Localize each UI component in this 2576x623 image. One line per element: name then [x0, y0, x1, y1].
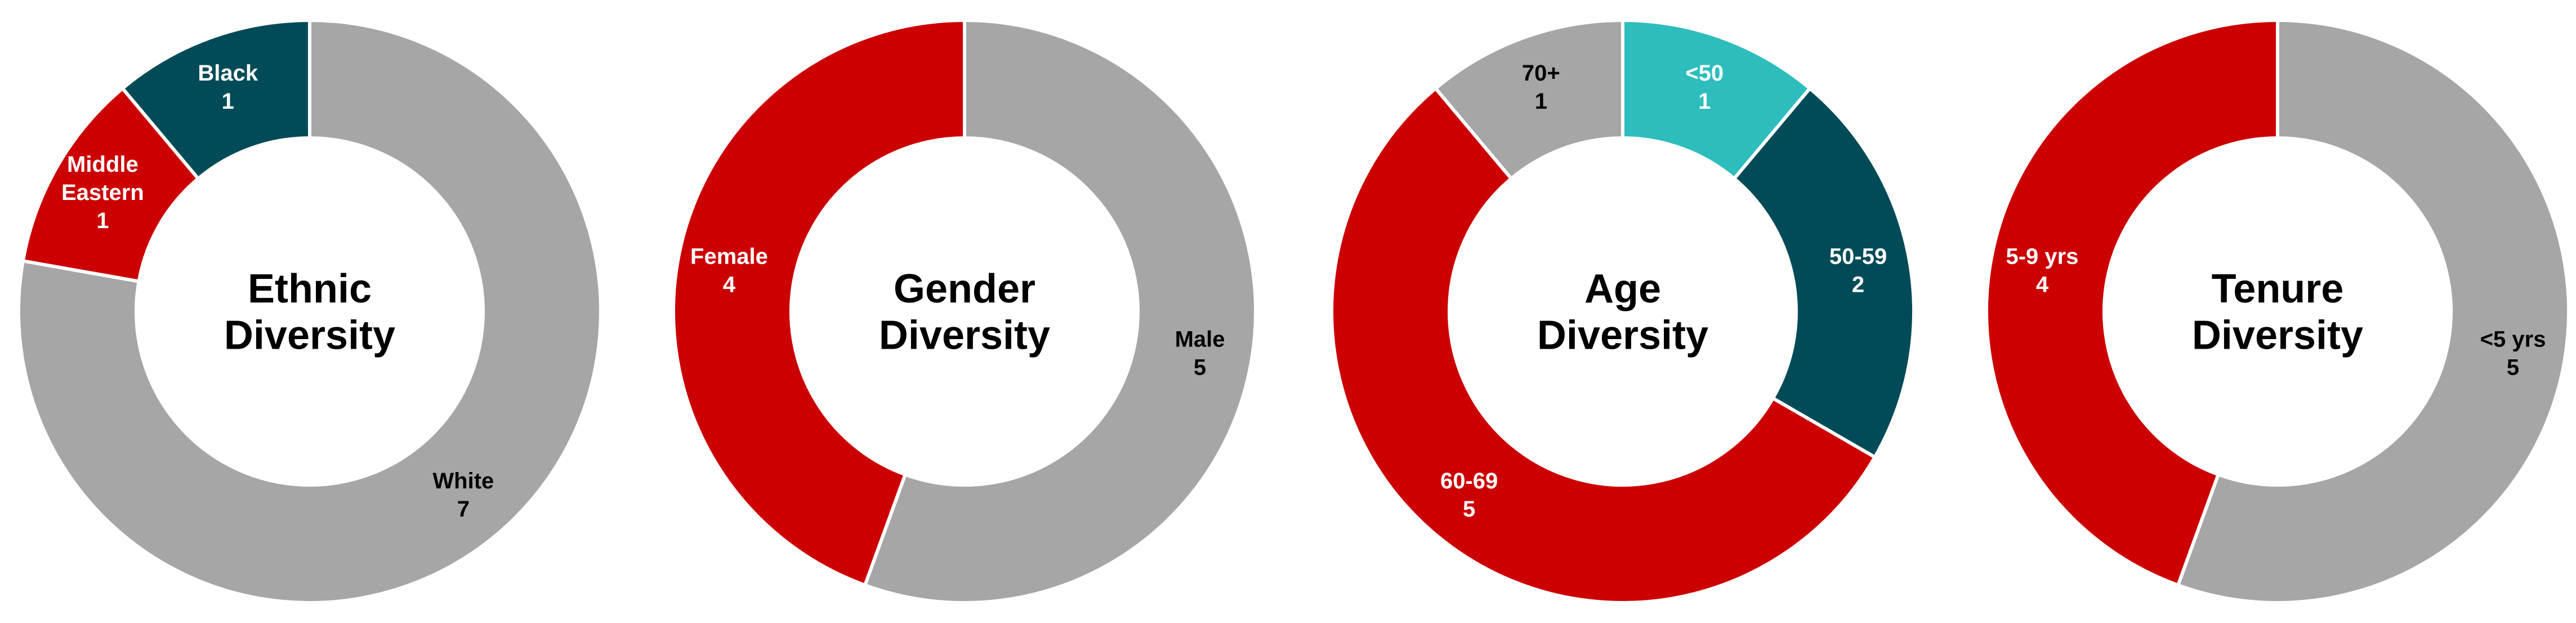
slice-label-name: White: [432, 469, 494, 493]
chart-title-line: Ethnic: [248, 266, 372, 312]
slice-label-name: Black: [198, 61, 258, 86]
chart-title: Tenure Diversity: [2192, 266, 2363, 358]
slice-female: [672, 19, 966, 587]
chart-title-line: Diversity: [2192, 313, 2363, 358]
chart-title-line: Diversity: [224, 313, 395, 358]
donut-chart-gender: Male 5 Female 4 Gender Diversity: [672, 19, 1257, 604]
slice-label-value: 5: [2507, 355, 2519, 380]
slice-70: [1434, 19, 1624, 181]
slice-label-name: <5 yrs: [2480, 327, 2546, 352]
slice-label-5-yrs: <5 yrs 5: [2480, 327, 2546, 380]
slice-label-value: 1: [1535, 89, 1547, 114]
slice-label-name: Eastern: [61, 180, 144, 205]
slice-label-value: 4: [723, 272, 736, 297]
slice-label-name: Middle: [67, 152, 139, 177]
slice-label-value: 5: [1463, 497, 1475, 522]
chart-title-line: Diversity: [1537, 313, 1708, 358]
slice-label-name: Female: [690, 244, 768, 269]
slice-label-name: 60-69: [1440, 469, 1498, 493]
slice-5-yrs: [2176, 19, 2570, 604]
slice-50-59: [1732, 86, 1916, 459]
slice-label-name: 50-59: [1829, 244, 1887, 269]
slice-label-name: 5-9 yrs: [2006, 244, 2078, 269]
slice-label-male: Male 5: [1175, 327, 1225, 380]
slice-label-5-9-yrs: 5-9 yrs 4: [2006, 244, 2078, 297]
donut-chart-tenure: <5 yrs 5 5-9 yrs 4 Tenure Diversity: [1985, 19, 2570, 604]
slice-label-name: Male: [1175, 327, 1225, 352]
slice-label-60-69: 60-69 5: [1440, 469, 1498, 522]
donut-chart-ethnic: White 7 Middle Eastern 1 Black 1 Ethnic Diversit…: [17, 19, 602, 604]
slice-label-white: White 7: [432, 469, 494, 522]
slice-label-black: Black 1: [198, 61, 258, 114]
chart-title-line: Age: [1584, 266, 1661, 312]
slice-middle-eastern: [21, 86, 200, 283]
slice-50: [1621, 19, 1812, 181]
slice-label-name: <50: [1685, 61, 1724, 86]
slice-label-70: 70+ 1: [1522, 61, 1560, 114]
slice-60-69: [1330, 86, 1877, 604]
chart-title: Gender Diversity: [879, 266, 1050, 358]
chart-title: Ethnic Diversity: [224, 266, 395, 358]
slice-label-50: <50 1: [1685, 61, 1724, 114]
slice-label-50-59: 50-59 2: [1829, 244, 1887, 297]
slice-black: [120, 19, 311, 181]
slice-label-name: 70+: [1522, 61, 1560, 86]
slice-label-value: 1: [96, 208, 109, 233]
slice-label-value: 1: [222, 89, 234, 114]
slice-label-value: 1: [1698, 89, 1711, 114]
chart-title-line: Gender: [894, 266, 1035, 312]
slice-label-value: 2: [1852, 272, 1864, 297]
chart-title-line: Diversity: [879, 313, 1050, 358]
slice-5-9-yrs: [1985, 19, 2279, 587]
chart-title: Age Diversity: [1537, 266, 1708, 358]
slice-male: [863, 19, 1257, 604]
chart-title-line: Tenure: [2212, 266, 2344, 312]
slice-label-value: 7: [457, 497, 470, 522]
slice-label-female: Female 4: [690, 244, 768, 297]
slice-white: [17, 19, 602, 604]
slice-label-middle-eastern: Middle Eastern 1: [61, 152, 144, 233]
slice-label-value: 4: [2036, 272, 2049, 297]
slice-label-value: 5: [1194, 355, 1206, 380]
